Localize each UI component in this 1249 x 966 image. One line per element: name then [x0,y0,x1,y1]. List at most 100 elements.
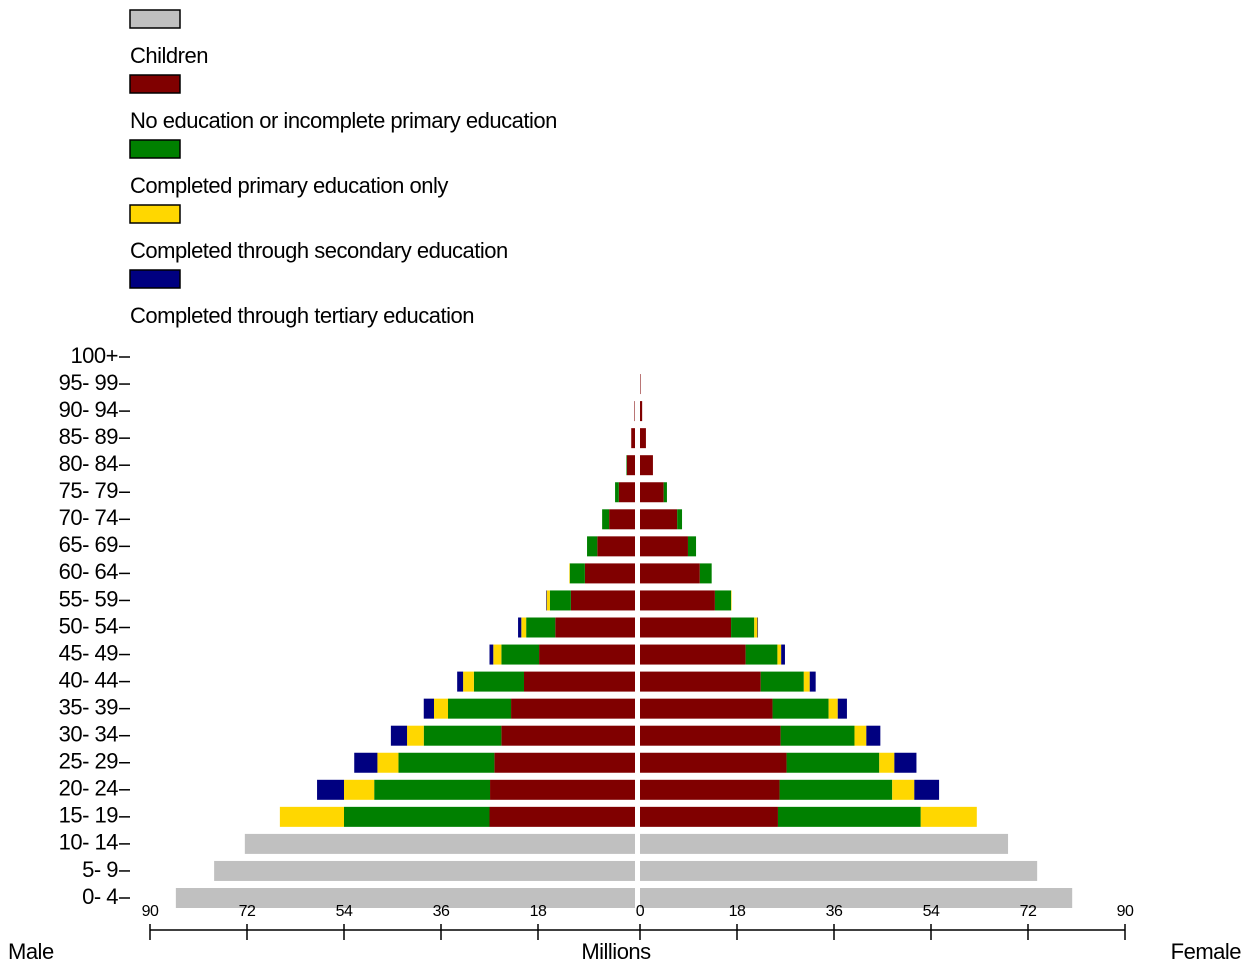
bar-female [781,644,785,665]
x-tick-label: 90 [142,903,159,920]
bar-male [597,536,635,557]
bar-female [640,536,688,557]
bar-female [640,725,781,746]
bar-male [521,617,527,638]
bar-female [640,860,1038,881]
bar-female [640,617,732,638]
x-tick-label: 18 [530,903,547,920]
bar-female [731,590,732,611]
bar-female [803,671,810,692]
bar-male [317,779,344,800]
bar-female [640,401,643,422]
y-tick-label: 70- 74 [59,505,119,530]
bar-male [501,644,540,665]
legend-label: Completed through secondary education [130,238,508,263]
bar-female [854,725,867,746]
bar-male [549,590,571,611]
bar-male [457,671,464,692]
bar-female [640,563,700,584]
bar-male [555,617,635,638]
bar-male [489,644,494,665]
bar-male [344,806,490,827]
bar-male [615,482,619,503]
bar-male [279,806,344,827]
right-label: Female [1171,939,1242,964]
bar-female [894,752,917,773]
bar-male [511,698,635,719]
bar-female [879,752,895,773]
y-tick-label: 60- 64 [59,559,119,584]
y-tick-label: 40- 44 [59,667,119,692]
bar-male [490,779,635,800]
left-label: Male [8,939,54,964]
y-tick-label: 80- 84 [59,451,119,476]
bar-female [677,509,683,530]
legend-swatch [129,74,181,94]
bar-female [760,671,804,692]
bar-female [640,806,778,827]
bar-male [398,752,495,773]
bar-male [609,509,635,530]
bar-female [837,698,847,719]
bar-female [640,779,780,800]
legend-label: Completed through tertiary education [130,303,474,328]
bar-female [640,590,715,611]
bar-male [539,644,635,665]
bar-male [570,590,635,611]
legend-swatch [129,9,181,29]
y-tick-label: 30- 34 [59,722,119,747]
y-tick-label: 55- 59 [59,586,119,611]
bar-female [699,563,712,584]
x-tick-label: 90 [1117,903,1134,920]
x-tick-label: 54 [336,903,353,920]
bar-male [433,698,449,719]
bar-female [914,779,940,800]
bar-male [374,779,491,800]
bar-female [640,644,746,665]
bar-male [214,860,635,881]
bar-female [777,806,921,827]
bar-female [754,617,758,638]
y-tick-label: 15- 19 [59,803,119,828]
bar-female [640,833,1009,854]
legend-swatch [129,269,181,289]
bar-female [714,590,732,611]
bar-male [175,888,635,908]
bar-female [866,725,881,746]
y-tick-label: 75- 79 [59,478,119,503]
bar-male [546,590,550,611]
bar-female [640,455,653,476]
bar-male [626,455,627,476]
bar-male [569,563,585,584]
bar-male [423,698,434,719]
bar-male [631,428,635,449]
y-tick-label: 85- 89 [59,424,119,449]
bar-female [640,428,646,449]
legend-label: No education or incomplete primary educa… [130,108,557,133]
bar-male [390,725,408,746]
bar-male [494,752,635,773]
bar-male [501,725,635,746]
legend-swatch [129,204,181,224]
legend-label: Children [130,43,208,68]
bar-male [523,671,635,692]
legend-label: Completed primary education only [130,173,448,198]
bar-female [828,698,838,719]
x-axis-label: Millions [581,939,651,964]
bar-male [569,563,570,584]
x-tick-label: 18 [729,903,746,920]
y-tick-label: 25- 29 [59,749,119,774]
bar-female [640,671,761,692]
bar-female [809,671,816,692]
bar-male [526,617,556,638]
bar-female [663,482,667,503]
y-tick-label: 45- 49 [59,640,119,665]
x-tick-label: 72 [239,903,256,920]
bar-male [463,671,474,692]
bar-female [687,536,697,557]
bar-male [634,401,635,422]
bar-female [892,779,915,800]
bar-female [779,779,893,800]
bar-male [423,725,502,746]
bar-male [602,509,610,530]
